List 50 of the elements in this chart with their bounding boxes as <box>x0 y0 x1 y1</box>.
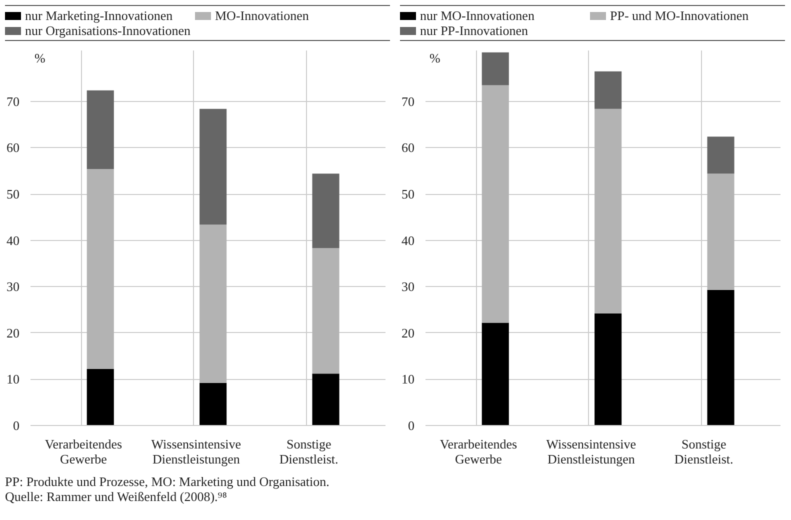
bar <box>200 382 227 426</box>
y-tick-label: 0 <box>13 418 20 433</box>
y-tick-label: 60 <box>402 140 414 156</box>
y-tick-label: 50 <box>402 186 414 202</box>
x-tick-label: Wissensintensive Dienstleistungen <box>546 436 636 466</box>
bar <box>707 136 734 174</box>
bar <box>200 224 227 383</box>
bar <box>86 169 114 370</box>
bar <box>594 71 622 109</box>
y-tick-label: 30 <box>402 279 414 294</box>
x-tick-label: Verarbeitendes Gewerbe <box>440 436 518 466</box>
y-tick-label: 60 <box>6 140 20 156</box>
legend-item: nur PP-Innovationen <box>400 23 590 38</box>
legend-item: nur Organisations-Innovationen <box>5 23 195 38</box>
y-tick-label: 40 <box>6 232 20 248</box>
legend-item: MO-Innovationen <box>195 8 385 23</box>
y-tick-label: 10 <box>402 372 414 387</box>
y-tick-label: 40 <box>402 232 414 248</box>
bar <box>312 248 340 374</box>
legend-item: nur Marketing-Innovationen <box>5 8 195 23</box>
bar <box>594 313 622 426</box>
y-tick-label: 0 <box>408 418 414 433</box>
legend-item: PP- und MO-Innovationen <box>590 8 780 23</box>
x-tick-label: Sonstige Dienstleist. <box>674 436 734 466</box>
bar <box>707 290 734 426</box>
bar <box>594 108 622 314</box>
bar <box>707 174 734 290</box>
y-tick-label: 20 <box>6 325 20 340</box>
bar <box>482 52 509 86</box>
bar <box>312 174 340 248</box>
x-tick-label: Wissensintensive Dienstleistungen <box>151 436 242 466</box>
y-tick-label: 70 <box>402 94 414 109</box>
y-tick-label: 50 <box>6 186 20 202</box>
y-tick-label: 30 <box>6 279 20 294</box>
y-tick-label: 10 <box>6 372 20 387</box>
text: PP: Produkte und Prozesse, MO: Marketing und Organisation. <box>5 474 330 489</box>
legend-item: nur MO-Innovationen <box>400 8 590 23</box>
y-axis-title: % <box>430 50 440 66</box>
source-note: Quelle: Rammer und Weißenfeld (2008).⁹⁸ <box>5 489 227 504</box>
y-tick-label: 20 <box>402 325 414 340</box>
bar <box>86 90 114 170</box>
y-tick-label: 70 <box>6 94 20 109</box>
bar <box>482 322 509 426</box>
x-tick-label: Verarbeitendes Gewerbe <box>44 436 122 466</box>
y-axis-title: % <box>34 50 46 66</box>
bar <box>482 85 509 323</box>
bar <box>200 108 227 225</box>
bar <box>312 374 340 426</box>
x-tick-label: Sonstige Dienstleist. <box>279 436 338 466</box>
bar <box>86 369 114 426</box>
